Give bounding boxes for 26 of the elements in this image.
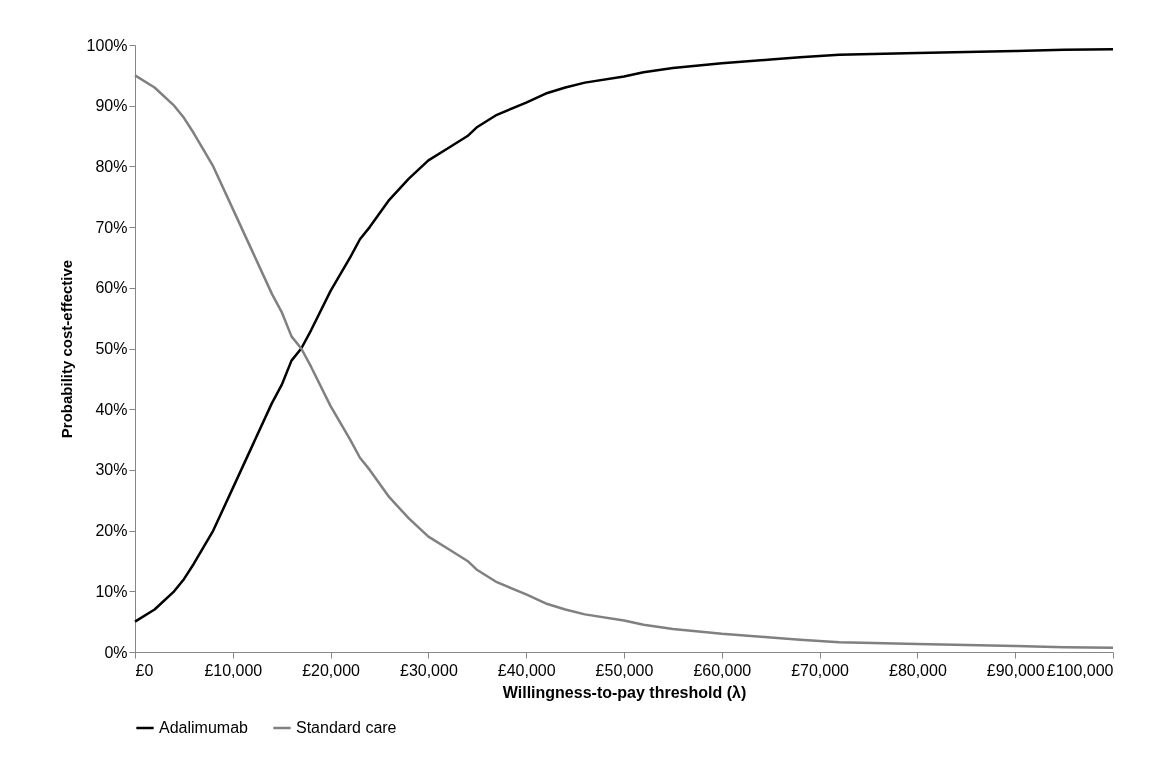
y-tick-label: 50%: [95, 340, 128, 357]
x-tick-label: £40,000: [497, 661, 556, 679]
x-tick-label: £0: [135, 661, 154, 679]
legend-label: Adalimumab: [159, 719, 249, 736]
y-tick-label: 90%: [95, 97, 128, 115]
x-tick-label: £90,000: [986, 661, 1045, 679]
x-tick-label: £10,000: [204, 661, 263, 679]
x-tick-label: £70,000: [791, 661, 850, 679]
x-tick-label: £50,000: [595, 661, 654, 679]
y-tick-label: 70%: [95, 218, 128, 236]
y-tick-label: 80%: [95, 157, 128, 175]
x-tick-label: £20,000: [302, 661, 361, 679]
y-tick-label: 100%: [86, 36, 128, 54]
y-tick-label: 30%: [95, 461, 128, 479]
y-tick-label: 20%: [95, 522, 128, 540]
x-axis-title: Willingness-to-pay threshold (λ): [502, 683, 747, 701]
legend-label: Standard care: [296, 719, 397, 736]
x-tick-label: £80,000: [888, 661, 947, 679]
y-tick-label: 10%: [95, 582, 128, 600]
y-tick-label: 60%: [95, 279, 128, 297]
y-tick-label: 40%: [95, 400, 128, 418]
x-tick-label: £100,000: [1046, 661, 1114, 679]
y-axis-title: Probability cost-effective: [57, 259, 75, 439]
x-tick-label: £60,000: [693, 661, 752, 679]
y-tick-label: 0%: [104, 643, 128, 661]
x-tick-label: £30,000: [399, 661, 458, 679]
